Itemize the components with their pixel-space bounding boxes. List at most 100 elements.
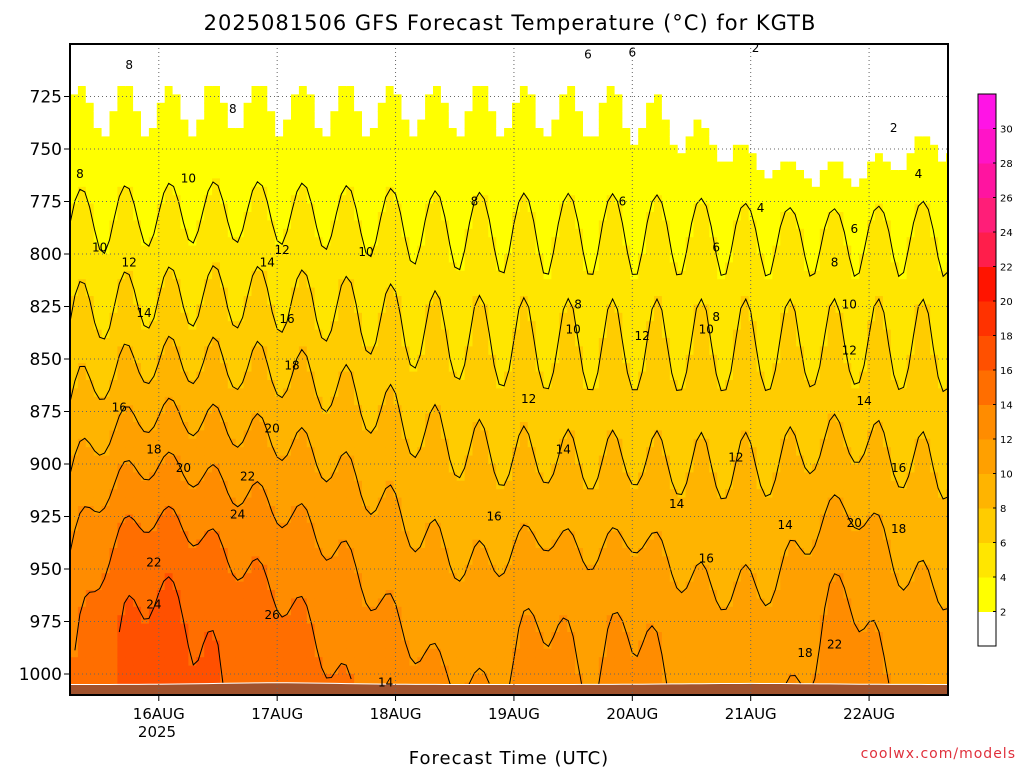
- temperature-cell: [354, 245, 363, 255]
- temperature-cell: [393, 531, 403, 541]
- temperature-cell: [425, 136, 434, 146]
- temperature-cell: [306, 632, 316, 641]
- temperature-cell: [512, 270, 521, 280]
- temperature-cell: [322, 539, 331, 549]
- temperature-cell: [109, 581, 118, 591]
- temperature-cell: [369, 119, 379, 129]
- temperature-cell: [212, 153, 221, 163]
- temperature-cell: [448, 161, 458, 171]
- temperature-cell: [535, 531, 545, 541]
- temperature-cell: [551, 615, 560, 625]
- temperature-cell: [188, 623, 197, 633]
- temperature-cell: [488, 388, 497, 398]
- temperature-cell: [156, 506, 166, 515]
- temperature-cell: [164, 254, 174, 263]
- temperature-cell: [188, 405, 197, 415]
- temperature-cell: [535, 472, 545, 482]
- temperature-cell: [338, 86, 347, 95]
- temperature-cell: [70, 262, 79, 272]
- temperature-cell: [346, 329, 355, 339]
- temperature-cell: [70, 44, 79, 53]
- temperature-cell: [543, 321, 552, 331]
- temperature-cell: [133, 598, 142, 608]
- temperature-cell: [369, 573, 379, 583]
- temperature-cell: [164, 136, 174, 146]
- temperature-cell: [527, 514, 537, 524]
- temperature-cell: [314, 548, 324, 557]
- temperature-cell: [512, 413, 521, 423]
- temperature-cell: [409, 472, 418, 482]
- temperature-cell: [148, 590, 158, 599]
- temperature-cell: [354, 674, 363, 683]
- temperature-cell: [417, 623, 426, 633]
- temperature-cell: [535, 371, 545, 381]
- temperature-cell: [251, 287, 260, 297]
- temperature-cell: [243, 447, 253, 457]
- temperature-cell: [172, 60, 182, 70]
- temperature-cell: [204, 279, 213, 289]
- temperature-cell: [456, 254, 466, 263]
- temperature-cell: [180, 304, 189, 314]
- temperature-cell: [433, 380, 442, 389]
- temperature-cell: [180, 178, 189, 188]
- temperature-cell: [227, 119, 237, 129]
- temperature-cell: [425, 170, 434, 179]
- temperature-cell: [385, 170, 395, 179]
- temperature-cell: [401, 480, 410, 490]
- temperature-cell: [125, 237, 134, 247]
- temperature-cell: [109, 380, 118, 389]
- temperature-cell: [488, 153, 497, 163]
- temperature-cell: [259, 590, 268, 599]
- temperature-cell: [196, 632, 205, 641]
- temperature-cell: [259, 413, 268, 423]
- temperature-cell: [440, 44, 450, 53]
- temperature-cell: [456, 60, 466, 70]
- temperature-cell: [172, 522, 182, 532]
- temperature-cell: [448, 497, 458, 507]
- temperature-cell: [204, 119, 213, 129]
- temperature-cell: [298, 111, 308, 121]
- temperature-cell: [243, 77, 253, 87]
- temperature-cell: [148, 245, 158, 255]
- temperature-cell: [338, 447, 347, 457]
- temperature-cell: [330, 262, 339, 272]
- temperature-cell: [196, 447, 205, 457]
- temperature-cell: [456, 178, 466, 188]
- temperature-cell: [456, 674, 466, 683]
- temperature-cell: [535, 279, 545, 289]
- temperature-cell: [133, 464, 142, 473]
- temperature-cell: [148, 354, 158, 364]
- temperature-cell: [314, 371, 324, 381]
- temperature-cell: [535, 203, 545, 213]
- temperature-cell: [551, 657, 560, 667]
- temperature-cell: [496, 262, 505, 272]
- temperature-cell: [496, 581, 505, 591]
- temperature-cell: [133, 254, 142, 263]
- temperature-cell: [330, 497, 339, 507]
- temperature-cell: [385, 489, 395, 499]
- temperature-cell: [283, 548, 292, 557]
- temperature-cell: [488, 296, 497, 305]
- temperature-cell: [267, 203, 276, 213]
- temperature-cell: [567, 144, 576, 154]
- temperature-cell: [338, 371, 347, 381]
- temperature-cell: [409, 598, 418, 608]
- temperature-cell: [251, 514, 260, 524]
- temperature-cell: [298, 539, 308, 549]
- temperature-cell: [346, 338, 355, 347]
- temperature-cell: [235, 464, 245, 473]
- temperature-cell: [322, 228, 331, 238]
- temperature-cell: [227, 170, 237, 179]
- temperature-cell: [409, 86, 418, 95]
- temperature-cell: [117, 556, 126, 566]
- temperature-cell: [251, 262, 260, 272]
- temperature-cell: [440, 128, 450, 137]
- temperature-cell: [330, 94, 339, 104]
- temperature-cell: [330, 86, 339, 95]
- temperature-cell: [385, 606, 395, 616]
- temperature-cell: [212, 136, 221, 146]
- temperature-cell: [220, 480, 229, 490]
- temperature-cell: [212, 237, 221, 247]
- temperature-cell: [346, 279, 355, 289]
- temperature-cell: [172, 186, 182, 196]
